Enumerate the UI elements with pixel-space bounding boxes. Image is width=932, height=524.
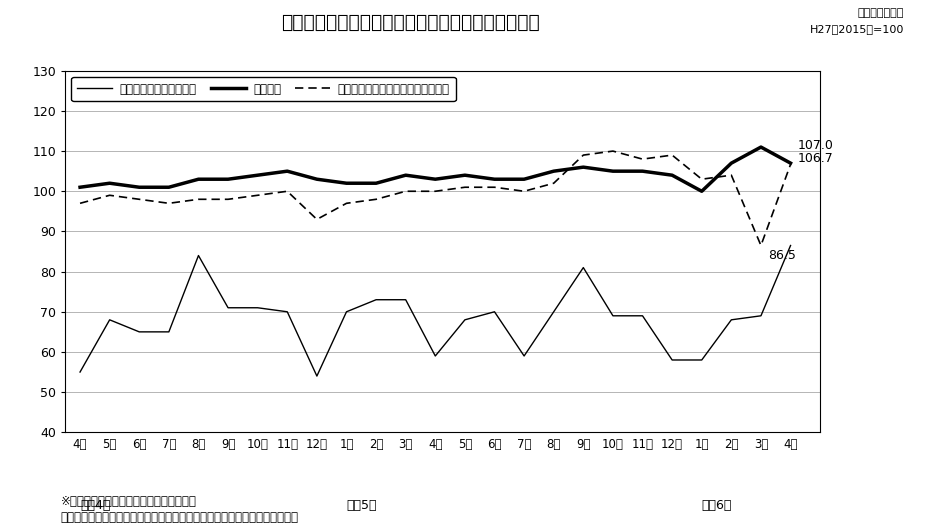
Legend: 飲料（焼酎・清涼飲料）, 畜産関係, 食料品工業（除く畜産関係・飲料）: 飲料（焼酎・清涼飲料）, 畜産関係, 食料品工業（除く畜産関係・飲料）	[71, 77, 456, 102]
Text: 令和5年: 令和5年	[347, 499, 377, 512]
Text: 食料品工業（除く畜産関係・飲料）＝　食料品工業－（畜産関係＋飲料）: 食料品工業（除く畜産関係・飲料）＝ 食料品工業－（畜産関係＋飲料）	[61, 511, 298, 524]
Text: 令和6年: 令和6年	[702, 499, 733, 512]
Text: 107.0: 107.0	[798, 138, 834, 151]
Text: 令和4年: 令和4年	[80, 499, 110, 512]
Text: 106.7: 106.7	[798, 152, 834, 165]
Text: ※畜産関係＝　食肉、乳製品、配合飼料等: ※畜産関係＝ 食肉、乳製品、配合飼料等	[61, 495, 197, 508]
Text: 季節調整済指数: 季節調整済指数	[857, 8, 904, 18]
Text: 食料品工業（畜産関係・飲料・その他）の生産指数: 食料品工業（畜産関係・飲料・その他）の生産指数	[281, 13, 540, 32]
Text: H27（2015）=100: H27（2015）=100	[810, 24, 904, 34]
Text: 86.5: 86.5	[768, 249, 796, 262]
